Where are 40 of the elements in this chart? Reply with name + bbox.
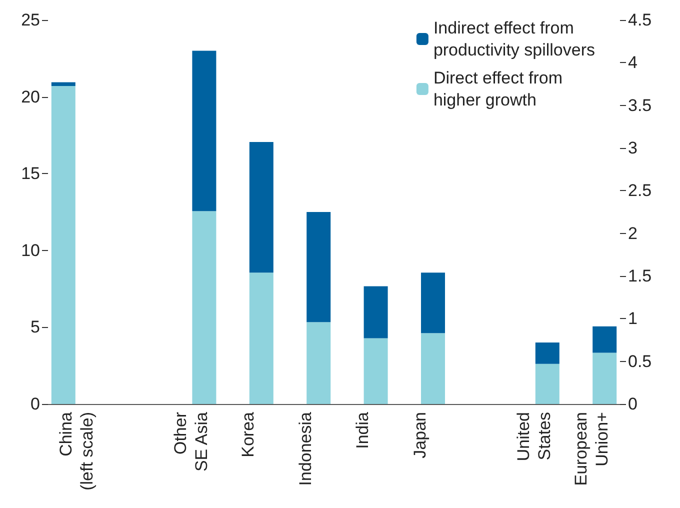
bar [249, 142, 274, 273]
x-tick-label: India [353, 411, 372, 449]
y2-tick-label: 0 [628, 394, 638, 414]
legend-label: Direct effect from higher growth [433, 68, 563, 110]
y-tick-label: 10 [21, 240, 40, 260]
bar [421, 272, 445, 334]
x-tick-label: European Union+ [571, 412, 612, 486]
y2-tick-label: 3 [628, 138, 638, 158]
legend-label: Indirect effect from productivity spillovers [433, 18, 596, 60]
y-tick-label: 0 [30, 394, 40, 414]
y-tick-label: 20 [21, 87, 40, 106]
bar [364, 338, 388, 404]
bar [592, 326, 617, 353]
y2-tick-label: 1.5 [628, 266, 652, 286]
bar [592, 352, 617, 404]
x-tick-label: China (left scale) [56, 411, 97, 490]
bar [249, 272, 274, 404]
bar [192, 211, 216, 404]
y2-tick-label: 4 [628, 53, 638, 72]
y-tick-label: 15 [21, 164, 40, 184]
bar [535, 342, 560, 364]
y2-tick-label: 2.5 [628, 181, 652, 200]
x-tick-label: United States [514, 412, 554, 462]
x-tick-label: Indonesia [296, 411, 315, 486]
bar [421, 333, 445, 404]
bar [535, 364, 560, 404]
x-tick-label: Japan [410, 412, 430, 458]
x-tick-label: Korea [238, 411, 258, 458]
bar [306, 212, 331, 322]
bar [364, 286, 388, 338]
y-tick-label: 5 [30, 318, 40, 337]
bar [306, 322, 331, 404]
y2-tick-label: 3.5 [628, 96, 652, 115]
y2-tick-label: 1 [628, 309, 638, 328]
y-tick-label: 25 [21, 10, 40, 30]
y2-tick-label: 2 [628, 224, 638, 243]
bar [192, 50, 216, 212]
y2-tick-label: 4.5 [628, 10, 652, 30]
y2-tick-label: 0.5 [628, 352, 652, 371]
x-tick-label: Other SE Asia [171, 411, 211, 472]
